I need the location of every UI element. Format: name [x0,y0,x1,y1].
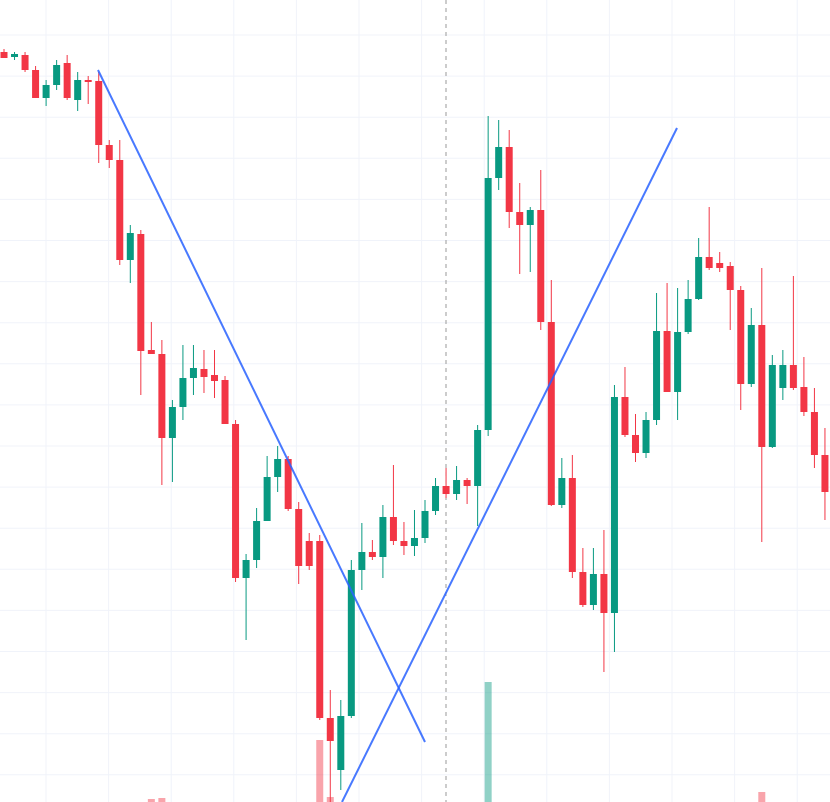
candle-body [695,257,703,299]
candle-body [537,210,545,322]
candle-body [568,478,576,572]
candle-body [474,430,482,486]
candle-body [200,369,208,377]
candle-body [547,322,555,505]
candle-body [295,509,303,566]
candle-body [263,477,271,521]
candle-layer [0,49,829,802]
candle-body [232,424,240,578]
volume-layer [147,682,766,802]
candle-body [516,212,524,225]
volume-bar [316,740,324,802]
candle-body [137,234,145,351]
candle-body [221,380,229,424]
candle-body [389,517,397,541]
candle-body [179,378,187,407]
candle-body [716,263,724,268]
candle-body [642,420,650,453]
candle-body [663,331,671,392]
candle-body [316,541,324,718]
candle-body [579,572,587,605]
candle-body [347,570,355,716]
candle-body [432,486,440,511]
candle-body [684,299,692,332]
candle-body [253,521,261,560]
candle-body [53,65,61,85]
candle-body [610,397,618,613]
candle-body [758,325,766,447]
candle-body [558,478,566,505]
candle-body [147,350,155,354]
candle-body [326,718,334,741]
candle-body [453,480,461,494]
candle-body [400,541,408,546]
candle-body [705,257,713,268]
candle-body [779,365,787,388]
candle-body [116,160,124,260]
candle-body [495,147,503,178]
candle-body [358,552,366,570]
candle-body [211,375,218,381]
candle-body [463,480,471,486]
candle-body [168,407,176,438]
volume-bar [147,799,155,802]
candle-body [337,716,345,770]
candle-body [726,266,734,290]
candle-body [11,54,19,57]
candle-body [810,412,818,455]
candle-body [526,210,534,225]
volume-bar [484,682,492,802]
candle-body [484,178,492,430]
trend-line [97,69,426,743]
candle-body [0,52,8,58]
candle-body [600,574,608,613]
candle-body [189,368,197,378]
candle-body [368,552,376,557]
candle-body [653,331,661,420]
candle-body [21,55,29,70]
candle-body [95,81,103,145]
candle-body [158,354,166,438]
candle-body [126,233,134,260]
candle-body [105,145,113,160]
trend-line [341,127,678,802]
candle-body [74,80,82,100]
candle-body [737,290,745,384]
candle-body [821,455,829,492]
candle-body [274,459,282,477]
candle-body [621,397,629,435]
volume-bar [758,792,766,802]
candle-body [42,85,50,98]
candle-body [410,538,418,546]
candle-body [442,486,450,494]
candle-body [747,325,755,384]
candle-body [674,332,682,392]
candle-body [789,365,797,388]
candle-body [63,63,71,98]
candle-body [84,80,92,82]
volume-bar [158,798,166,802]
candle-body [632,435,639,453]
candle-body [305,541,313,566]
candle-body [589,574,597,605]
candle-body [800,387,808,412]
candle-body [379,517,387,557]
candle-body [32,70,40,98]
candle-body [242,560,250,578]
candle-body [505,147,513,212]
candle-body [768,365,776,447]
candle-body [284,459,292,509]
candle-body [421,511,429,538]
